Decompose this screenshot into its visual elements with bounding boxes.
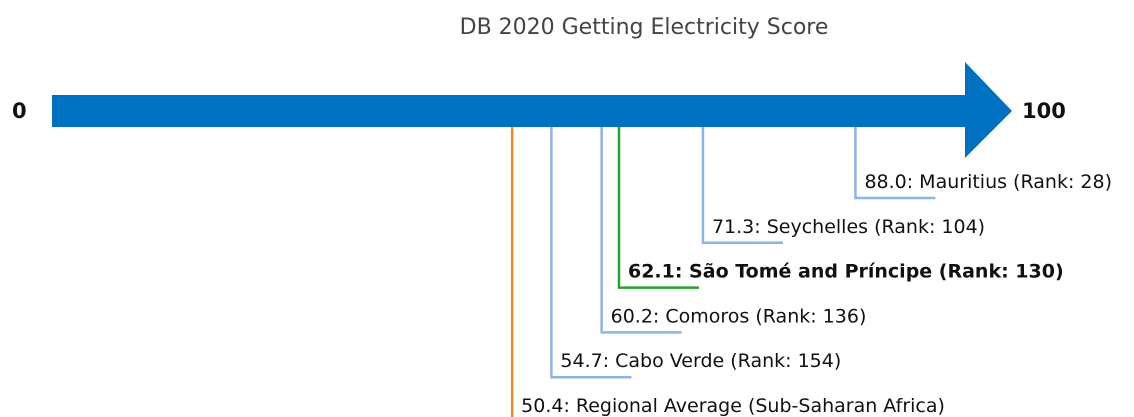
marker-line xyxy=(854,127,936,200)
marker-label: 54.7: Cabo Verde (Rank: 154) xyxy=(560,350,841,372)
marker-line xyxy=(701,127,783,245)
marker-label: 71.3: Seychelles (Rank: 104) xyxy=(712,216,985,238)
marker-label: 88.0: Mauritius (Rank: 28) xyxy=(864,171,1112,193)
marker-line xyxy=(550,127,632,379)
marker-line xyxy=(617,127,699,289)
axis-start-label: 0 xyxy=(12,99,27,123)
axis-arrow xyxy=(52,62,1012,158)
marker-label: 50.4: Regional Average (Sub-Saharan Afri… xyxy=(521,395,945,417)
marker-line xyxy=(600,127,682,334)
axis-end-label: 100 xyxy=(1022,99,1066,123)
marker-label: 60.2: Comoros (Rank: 136) xyxy=(611,305,867,327)
chart-title: DB 2020 Getting Electricity Score xyxy=(460,15,829,40)
marker-label: 62.1: São Tomé and Príncipe (Rank: 130) xyxy=(628,261,1064,283)
